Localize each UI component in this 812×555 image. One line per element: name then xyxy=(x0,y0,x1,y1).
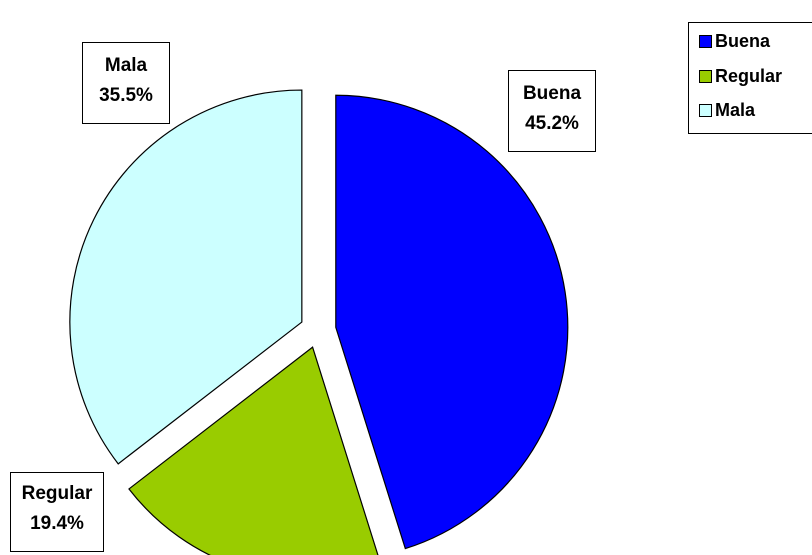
data-label-regular: Regular 19.4% xyxy=(10,472,104,552)
pie-slice-mala xyxy=(69,89,303,465)
legend-swatch-mala xyxy=(699,103,712,117)
chart-legend: Buena Regular Mala xyxy=(688,22,812,134)
legend-label-regular: Regular xyxy=(715,65,783,86)
legend-item-mala: Mala xyxy=(699,98,755,122)
data-label-mala: Mala 35.5% xyxy=(82,42,170,124)
legend-label-buena: Buena xyxy=(715,30,771,51)
pie-slice-regular xyxy=(128,346,379,555)
data-label-mala-value: 35.5% xyxy=(99,85,153,106)
legend-swatch-buena xyxy=(699,34,712,48)
legend-item-regular: Regular xyxy=(699,64,782,88)
data-label-buena: Buena 45.2% xyxy=(508,70,596,152)
data-label-buena-name: Buena xyxy=(522,83,582,104)
data-label-mala-name: Mala xyxy=(104,55,148,76)
legend-label-mala: Mala xyxy=(715,99,756,120)
data-label-regular-name: Regular xyxy=(21,483,93,504)
data-label-buena-value: 45.2% xyxy=(525,113,579,134)
legend-item-buena: Buena xyxy=(699,29,770,53)
legend-swatch-regular xyxy=(699,69,712,83)
data-label-regular-value: 19.4% xyxy=(30,513,84,534)
pie-slice-buena xyxy=(335,94,569,550)
